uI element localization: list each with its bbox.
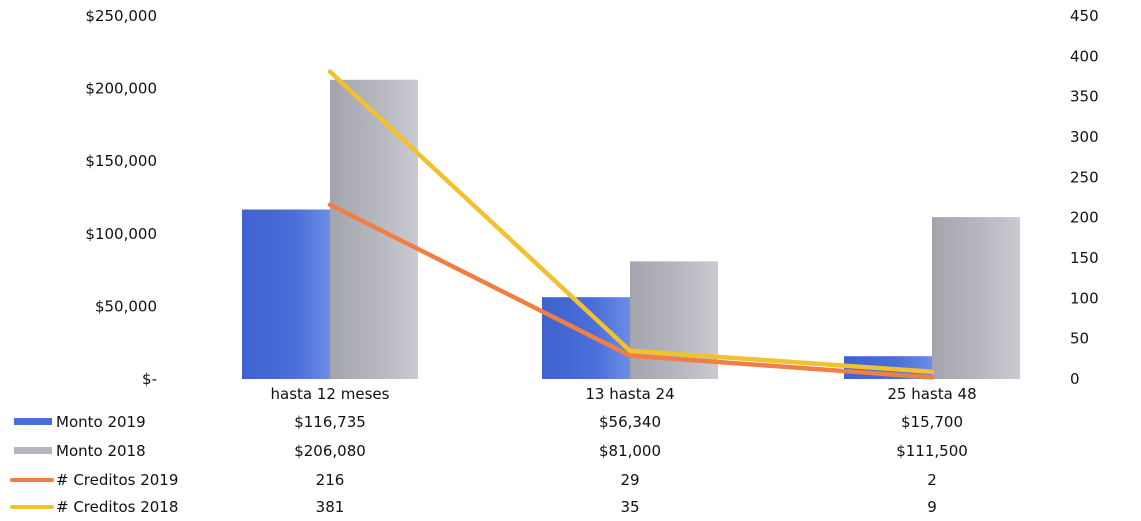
table-cell-monto-2019-13-hasta-24: $56,340 — [599, 413, 661, 431]
left-axis-tick-label: $150,000 — [85, 152, 157, 170]
left-axis-tick-label: $- — [142, 370, 157, 388]
line-creditos-2018 — [327, 69, 935, 374]
table-cell-creditos-2019-25-hasta-48: 2 — [927, 471, 937, 489]
category-axis: hasta 12 meses 13 hasta 24 25 hasta 48 — [271, 385, 977, 403]
right-axis-tick-label: 250 — [1070, 168, 1099, 186]
right-axis-tick-label: 300 — [1070, 128, 1099, 146]
table-cell-monto-2019-25-hasta-48: $15,700 — [901, 413, 963, 431]
right-axis-tick-label: 0 — [1070, 370, 1080, 388]
line-series-group — [327, 69, 935, 380]
legend-label-creditos-2019: # Creditos 2019 — [56, 471, 178, 489]
table-cell-creditos-2018-13-hasta-24: 35 — [620, 498, 639, 516]
category-label-13-hasta-24: 13 hasta 24 — [585, 385, 674, 403]
bar-series-group — [242, 79, 1020, 379]
table-cell-creditos-2019-13-hasta-24: 29 — [620, 471, 639, 489]
right-axis-tick-label: 100 — [1070, 289, 1099, 307]
right-axis-tick-label: 350 — [1070, 88, 1099, 106]
left-axis-tick-label: $100,000 — [85, 225, 157, 243]
left-axis-tick-label: $250,000 — [85, 7, 157, 25]
bar-monto-2018-25-hasta-48 — [932, 217, 1020, 379]
table-cell-monto-2018-25-hasta-48: $111,500 — [896, 442, 968, 460]
table-cell-creditos-2019-hasta-12-meses: 216 — [316, 471, 345, 489]
legend-label-creditos-2018: # Creditos 2018 — [56, 498, 178, 516]
table-cell-creditos-2018-25-hasta-48: 9 — [927, 498, 937, 516]
line-creditos-2019 — [327, 202, 935, 380]
right-axis-tick-label: 450 — [1070, 7, 1099, 25]
right-axis-tick-label: 200 — [1070, 209, 1099, 227]
left-y-axis: $- $50,000 $100,000 $150,000 $200,000 $250,00… — [85, 7, 157, 388]
right-axis-tick-label: 400 — [1070, 47, 1099, 65]
legend-label-monto-2019: Monto 2019 — [56, 413, 146, 431]
left-axis-tick-label: $50,000 — [95, 297, 157, 315]
left-axis-tick-label: $200,000 — [85, 80, 157, 98]
legend-key-monto-2018 — [14, 447, 52, 454]
right-axis-tick-label: 150 — [1070, 249, 1099, 267]
category-label-hasta-12-meses: hasta 12 meses — [271, 385, 390, 403]
bar-monto-2019-hasta-12-meses — [242, 209, 330, 379]
table-cell-creditos-2018-hasta-12-meses: 381 — [316, 498, 345, 516]
right-y-axis: 0 50 100 150 200 250 300 350 400 450 — [1070, 7, 1099, 388]
table-cell-monto-2018-hasta-12-meses: $206,080 — [294, 442, 366, 460]
table-cell-monto-2019-hasta-12-meses: $116,735 — [294, 413, 366, 431]
right-axis-tick-label: 50 — [1070, 330, 1089, 348]
legend-key-monto-2019 — [14, 418, 52, 425]
legend-label-monto-2018: Monto 2018 — [56, 442, 146, 460]
category-label-25-hasta-48: 25 hasta 48 — [887, 385, 976, 403]
data-table: Monto 2019 $116,735 $56,340 $15,700 Monto 20… — [10, 413, 968, 516]
table-cell-monto-2018-13-hasta-24: $81,000 — [599, 442, 661, 460]
